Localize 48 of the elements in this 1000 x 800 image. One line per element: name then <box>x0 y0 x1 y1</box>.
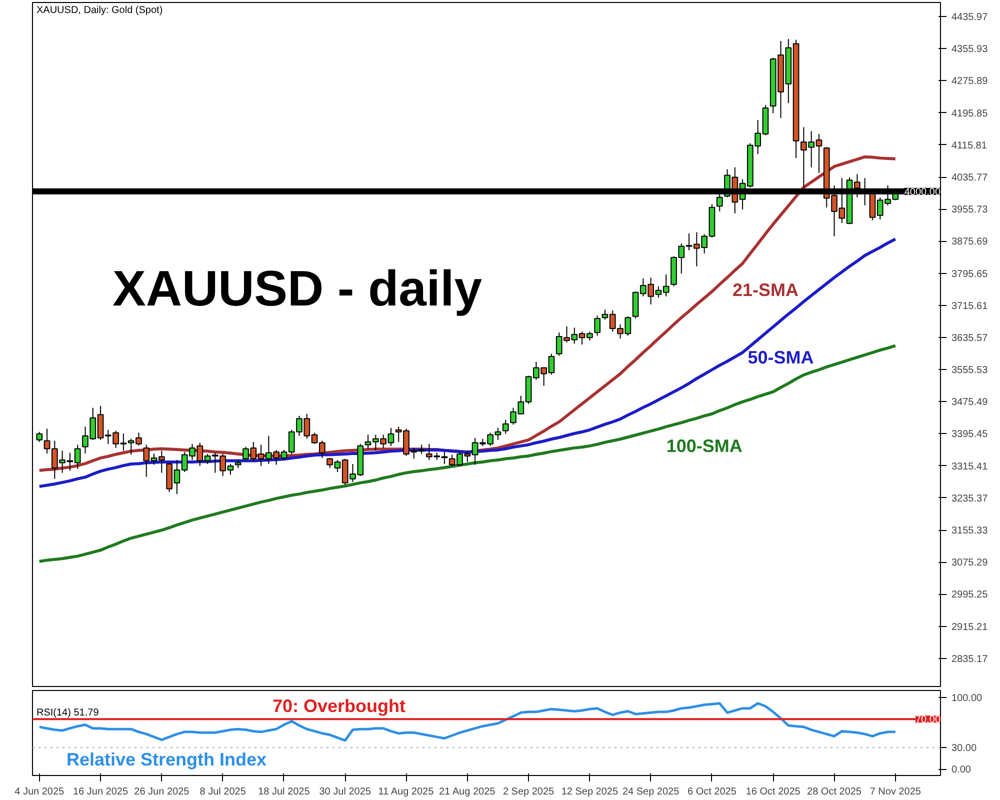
annotation: RSI(14) 51.79 <box>36 708 100 718</box>
y-tick-label: 4435.97 <box>952 12 988 24</box>
x-tick-label: 16 Jun 2025 <box>73 786 128 798</box>
y-tick-label: 2995.25 <box>952 590 988 601</box>
y-tick-label: 3875.69 <box>952 236 988 248</box>
y-tick-label: 3475.49 <box>952 397 988 408</box>
y-tick-label: 3075.29 <box>952 558 988 569</box>
x-tick-label: 7 Nov 2025 <box>870 786 922 798</box>
y-tick-label: 3235.37 <box>952 493 988 504</box>
x-tick-label: 28 Oct 2025 <box>807 786 862 798</box>
annotation: Relative Strength Index <box>66 750 267 770</box>
x-tick-label: 26 Jun 2025 <box>134 786 190 798</box>
x-tick-label: 16 Oct 2025 <box>746 786 801 798</box>
x-tick-label: 4 Jun 2025 <box>14 786 65 798</box>
x-tick-label: 8 Jul 2025 <box>200 786 246 798</box>
x-tick-label: 11 Aug 2025 <box>378 786 434 798</box>
annotation: 70: Overbought <box>272 696 406 716</box>
y-tick-label: 3315.41 <box>952 461 988 472</box>
y-tick-label: 4275.89 <box>952 76 988 88</box>
y-tick-label: 3795.65 <box>952 268 988 280</box>
y-tick-label: 4355.93 <box>952 44 988 56</box>
y-tick-label: 3635.57 <box>952 332 988 344</box>
y-tick-label: 3555.53 <box>952 365 988 376</box>
y-tick-label: 4035.77 <box>952 172 988 184</box>
y-tick-label: 4195.85 <box>952 108 988 120</box>
ref-line-label: 4000.00 <box>904 186 941 198</box>
y-tick-label: 3395.45 <box>952 429 988 440</box>
y-tick-label: 2915.21 <box>952 622 988 633</box>
x-tick-label: 21 Aug 2025 <box>439 786 496 798</box>
series-label: 100-SMA <box>666 436 742 456</box>
x-tick-label: 24 Sep 2025 <box>622 786 680 798</box>
y-tick-label: 0.00 <box>952 764 972 776</box>
x-tick-label: 2 Sep 2025 <box>502 786 555 798</box>
chart-subtitle: XAUUSD, Daily: Gold (Spot) <box>36 5 163 16</box>
series-label: 21-SMA <box>732 280 798 300</box>
y-tick-label: 100.00 <box>952 693 983 704</box>
x-tick-label: 12 Sep 2025 <box>561 786 618 798</box>
y-tick-label: 4115.81 <box>952 140 988 152</box>
y-tick-label: 3955.73 <box>952 204 988 216</box>
x-tick-label: 18 Jul 2025 <box>258 786 310 798</box>
y-tick-label: 3155.33 <box>952 526 988 536</box>
y-tick-label: 2835.17 <box>952 654 988 665</box>
y-tick-label: 30.00 <box>952 743 977 754</box>
series-label: 50-SMA <box>748 347 814 368</box>
x-tick-label: 30 Jul 2025 <box>319 786 372 798</box>
text: XAUUSD - daily <box>112 260 482 316</box>
y-tick-label: 3715.61 <box>952 300 988 312</box>
x-tick-label: 6 Oct 2025 <box>688 786 737 798</box>
